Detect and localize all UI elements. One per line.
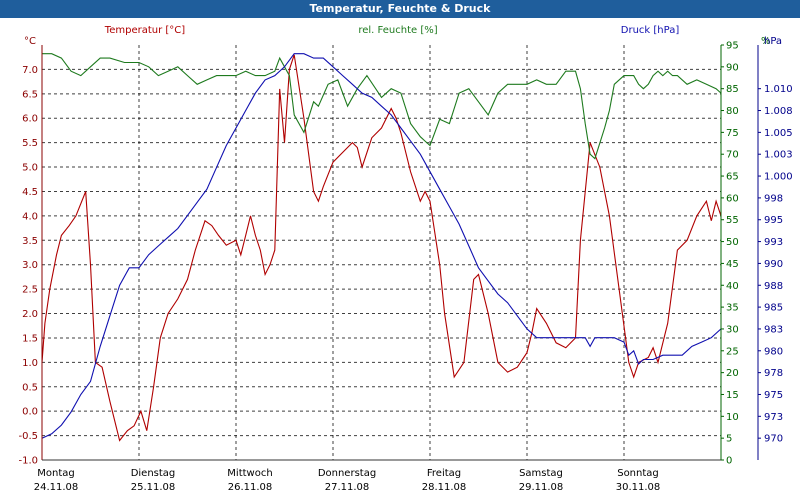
tick-label-temperature: 3.0 bbox=[22, 260, 38, 271]
unit-label-temperature: °C bbox=[24, 36, 36, 47]
tick-label-humidity: 45 bbox=[726, 259, 739, 270]
series-group bbox=[41, 53, 722, 442]
tick-label-humidity: 50 bbox=[726, 237, 739, 248]
tick-label-pressure: 995 bbox=[764, 215, 783, 226]
tick-label-temperature: 4.5 bbox=[22, 187, 38, 198]
series-line-pressure bbox=[41, 53, 722, 439]
plot-background bbox=[42, 45, 721, 460]
tick-label-humidity: 85 bbox=[726, 84, 739, 95]
tick-label-humidity: 20 bbox=[726, 368, 739, 379]
tick-label-temperature: 6.0 bbox=[22, 114, 38, 125]
series-line-humidity bbox=[42, 53, 722, 160]
chart-title: Temperatur, Feuchte & Druck bbox=[0, 0, 800, 18]
tick-label-pressure: 1.003 bbox=[764, 150, 793, 161]
tick-label-humidity: 60 bbox=[726, 193, 739, 204]
tick-label-pressure: 993 bbox=[764, 237, 783, 248]
x-label-date: 24.11.08 bbox=[34, 482, 79, 493]
tick-label-pressure: 1.010 bbox=[764, 84, 793, 95]
tick-label-humidity: 40 bbox=[726, 281, 739, 292]
tick-label-temperature: 0.0 bbox=[22, 407, 38, 418]
tick-label-temperature: 7.0 bbox=[22, 65, 38, 76]
x-label-day: Montag bbox=[37, 468, 74, 479]
labels-group: -1.0 -0.5 0.0 0.5 1.0 1.5 2.0 2.5 3.0 3.5 4.0 4.5 5.… bbox=[18, 25, 792, 493]
x-label-date: 30.11.08 bbox=[616, 482, 661, 493]
series-line-temperature bbox=[41, 54, 722, 442]
tick-label-temperature: 5.5 bbox=[22, 138, 38, 149]
tick-label-humidity: 70 bbox=[726, 150, 739, 161]
tick-label-pressure: 1.005 bbox=[764, 128, 793, 139]
tick-label-humidity: 5 bbox=[726, 434, 732, 445]
x-label-date: 29.11.08 bbox=[519, 482, 564, 493]
tick-label-humidity: 35 bbox=[726, 303, 739, 314]
x-label-date: 26.11.08 bbox=[228, 482, 273, 493]
x-label-day: Donnerstag bbox=[318, 468, 376, 479]
tick-label-temperature: 1.5 bbox=[22, 333, 38, 344]
x-label-date: 28.11.08 bbox=[422, 482, 467, 493]
tick-label-humidity: 30 bbox=[726, 324, 739, 335]
tick-label-pressure: 998 bbox=[764, 193, 783, 204]
tick-label-temperature: -1.0 bbox=[18, 456, 38, 467]
tick-label-humidity: 0 bbox=[726, 456, 732, 467]
tick-label-temperature: 5.0 bbox=[22, 163, 38, 174]
x-label-date: 27.11.08 bbox=[325, 482, 370, 493]
tick-label-pressure: 978 bbox=[764, 368, 783, 379]
x-label-day: Mittwoch bbox=[227, 468, 272, 479]
tick-label-pressure: 985 bbox=[764, 303, 783, 314]
axes-group bbox=[41, 44, 761, 461]
tick-label-pressure: 970 bbox=[764, 434, 783, 445]
tick-label-humidity: 55 bbox=[726, 215, 739, 226]
legend-temperature: Temperatur [°C] bbox=[104, 25, 185, 36]
tick-label-pressure: 990 bbox=[764, 259, 783, 270]
tick-label-humidity: 95 bbox=[726, 41, 739, 52]
unit-label-humidity: % bbox=[761, 36, 771, 47]
tick-label-temperature: -0.5 bbox=[18, 431, 38, 442]
tick-label-temperature: 1.0 bbox=[22, 358, 38, 369]
unit-label-pressure: hPa bbox=[764, 36, 782, 47]
tick-label-humidity: 80 bbox=[726, 106, 739, 117]
tick-label-humidity: 15 bbox=[726, 390, 739, 401]
tick-label-pressure: 1.008 bbox=[764, 106, 793, 117]
tick-label-humidity: 75 bbox=[726, 128, 739, 139]
tick-label-humidity: 10 bbox=[726, 412, 739, 423]
tick-label-temperature: 3.5 bbox=[22, 236, 38, 247]
legend-humidity: rel. Feuchte [%] bbox=[358, 25, 437, 36]
x-label-date: 25.11.08 bbox=[131, 482, 176, 493]
legend-pressure: Druck [hPa] bbox=[621, 25, 680, 36]
tick-label-humidity: 65 bbox=[726, 172, 739, 183]
x-label-day: Freitag bbox=[427, 468, 461, 479]
x-label-day: Dienstag bbox=[131, 468, 176, 479]
tick-label-temperature: 6.5 bbox=[22, 89, 38, 100]
chart-canvas: -1.0 -0.5 0.0 0.5 1.0 1.5 2.0 2.5 3.0 3.5 4.0 4.5 5.… bbox=[18, 25, 792, 493]
tick-label-humidity: 25 bbox=[726, 346, 739, 357]
tick-label-temperature: 0.5 bbox=[22, 382, 38, 393]
tick-label-temperature: 2.0 bbox=[22, 309, 38, 320]
tick-label-pressure: 988 bbox=[764, 281, 783, 292]
tick-label-pressure: 973 bbox=[764, 412, 783, 423]
tick-label-humidity: 90 bbox=[726, 62, 739, 73]
tick-label-temperature: 4.0 bbox=[22, 211, 38, 222]
x-label-day: Sonntag bbox=[617, 468, 659, 479]
tick-label-pressure: 980 bbox=[764, 346, 783, 357]
tick-label-temperature: 2.5 bbox=[22, 285, 38, 296]
tick-label-pressure: 1.000 bbox=[764, 172, 793, 183]
grid-lines bbox=[41, 45, 722, 461]
tick-label-pressure: 975 bbox=[764, 390, 783, 401]
tick-label-pressure: 983 bbox=[764, 324, 783, 335]
x-label-day: Samstag bbox=[519, 468, 563, 479]
